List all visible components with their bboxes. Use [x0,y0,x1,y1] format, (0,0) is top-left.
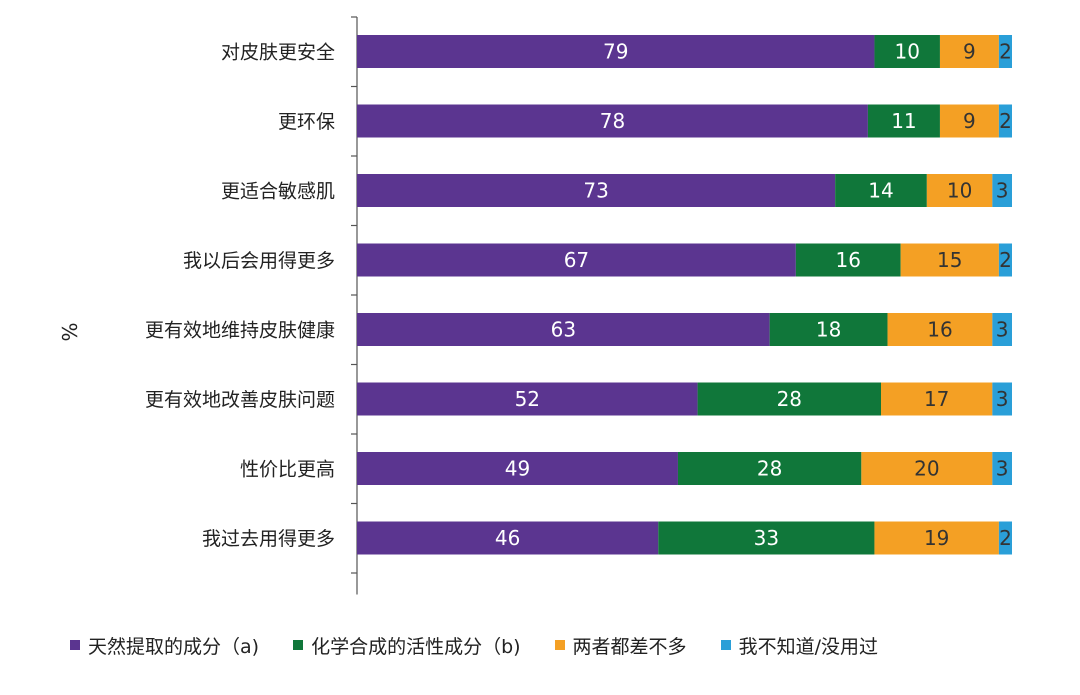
data-label: 49 [505,457,530,481]
bar-segment [992,174,1012,207]
data-label: 78 [600,109,625,133]
legend-label: 我不知道/没用过 [738,635,878,658]
data-label: 17 [924,387,949,411]
data-label: 2 [999,248,1012,272]
legend: 天然提取的成分（a) 化学合成的活性成分（b) 两者都差不多 我不知道/没用过 [70,630,912,660]
data-label: 79 [603,40,628,64]
category-label: 更有效地改善皮肤问题 [145,389,335,411]
bar-segment [926,174,993,207]
category-label: 我过去用得更多 [202,528,335,550]
data-label: 9 [963,40,976,64]
bar-segment [357,382,698,416]
bar-segment [998,243,1012,277]
bar-segment [357,104,868,138]
bar-segment [874,35,940,68]
category-label: 更有效地维持皮肤健康 [145,320,335,342]
data-label: 28 [777,387,802,411]
bar-segment [887,313,993,346]
data-label: 14 [868,179,893,203]
bar-segment [874,521,999,555]
data-label: 9 [963,109,976,133]
data-label: 10 [894,40,919,64]
legend-swatch [70,640,80,650]
bar-segment [881,382,993,416]
category-label: 更环保 [278,111,335,133]
unit-label: % [57,322,81,341]
data-label: 28 [757,457,782,481]
data-label: 2 [999,526,1012,550]
bar-segment [795,243,901,277]
bar-segment [998,521,1012,555]
bars-layer [357,35,1012,555]
bar-segment [357,243,796,277]
data-label: 63 [551,318,576,342]
data-label: 67 [564,248,589,272]
legend-swatch [293,640,304,650]
bar-segment [677,452,862,485]
bar-segment [900,243,999,277]
data-label: 11 [891,109,916,133]
data-label: 3 [996,457,1009,481]
bar-segment [867,104,940,138]
legend-item: 我不知道/没用过 [720,632,878,659]
category-label: 对皮肤更安全 [221,42,335,64]
data-label: 3 [996,179,1009,203]
data-label: 3 [996,387,1009,411]
legend-label: 天然提取的成分（a) [88,635,260,658]
data-label: 2 [999,40,1012,64]
data-label: 3 [996,318,1009,342]
axis-layer [351,16,358,595]
bar-segment [357,313,770,346]
legend-item: 天然提取的成分（a) [70,632,259,659]
data-label: 16 [836,248,861,272]
bar-segment [939,35,999,68]
bar-segment [357,521,659,555]
bar-segment [357,452,678,485]
category-label: 性价比更高 [240,459,335,481]
data-label: 33 [754,526,779,550]
bar-segment [939,104,999,138]
data-label: 20 [914,457,939,481]
data-label: 52 [515,387,540,411]
legend-swatch [554,640,565,650]
bar-segment [697,382,881,416]
bar-segment [357,174,836,207]
bar-segment [992,452,1012,485]
data-label: 19 [924,526,949,550]
data-label: 16 [927,318,952,342]
legend-item: 两者都差不多 [554,632,687,659]
data-label: 46 [495,526,520,550]
bar-segment [992,313,1012,346]
data-label: 15 [937,248,962,272]
legend-item: 化学合成的活性成分（b) [293,632,521,659]
legend-label: 两者都差不多 [572,635,687,658]
bar-segment [769,313,888,346]
bar-segment [835,174,927,207]
category-label: 我以后会用得更多 [183,250,335,272]
bar-segment [998,35,1012,68]
bar-segment [998,104,1012,138]
bar-segment [861,452,993,485]
data-label: 18 [816,318,841,342]
data-label: 10 [947,179,972,203]
bar-segment [658,521,875,555]
data-label: 73 [583,179,608,203]
category-label: 更适合敏感肌 [221,181,335,203]
data-label: 2 [999,109,1012,133]
bar-segment [992,382,1012,416]
legend-label: 化学合成的活性成分（b) [311,635,521,658]
bar-segment [357,35,875,68]
legend-swatch [720,640,731,650]
